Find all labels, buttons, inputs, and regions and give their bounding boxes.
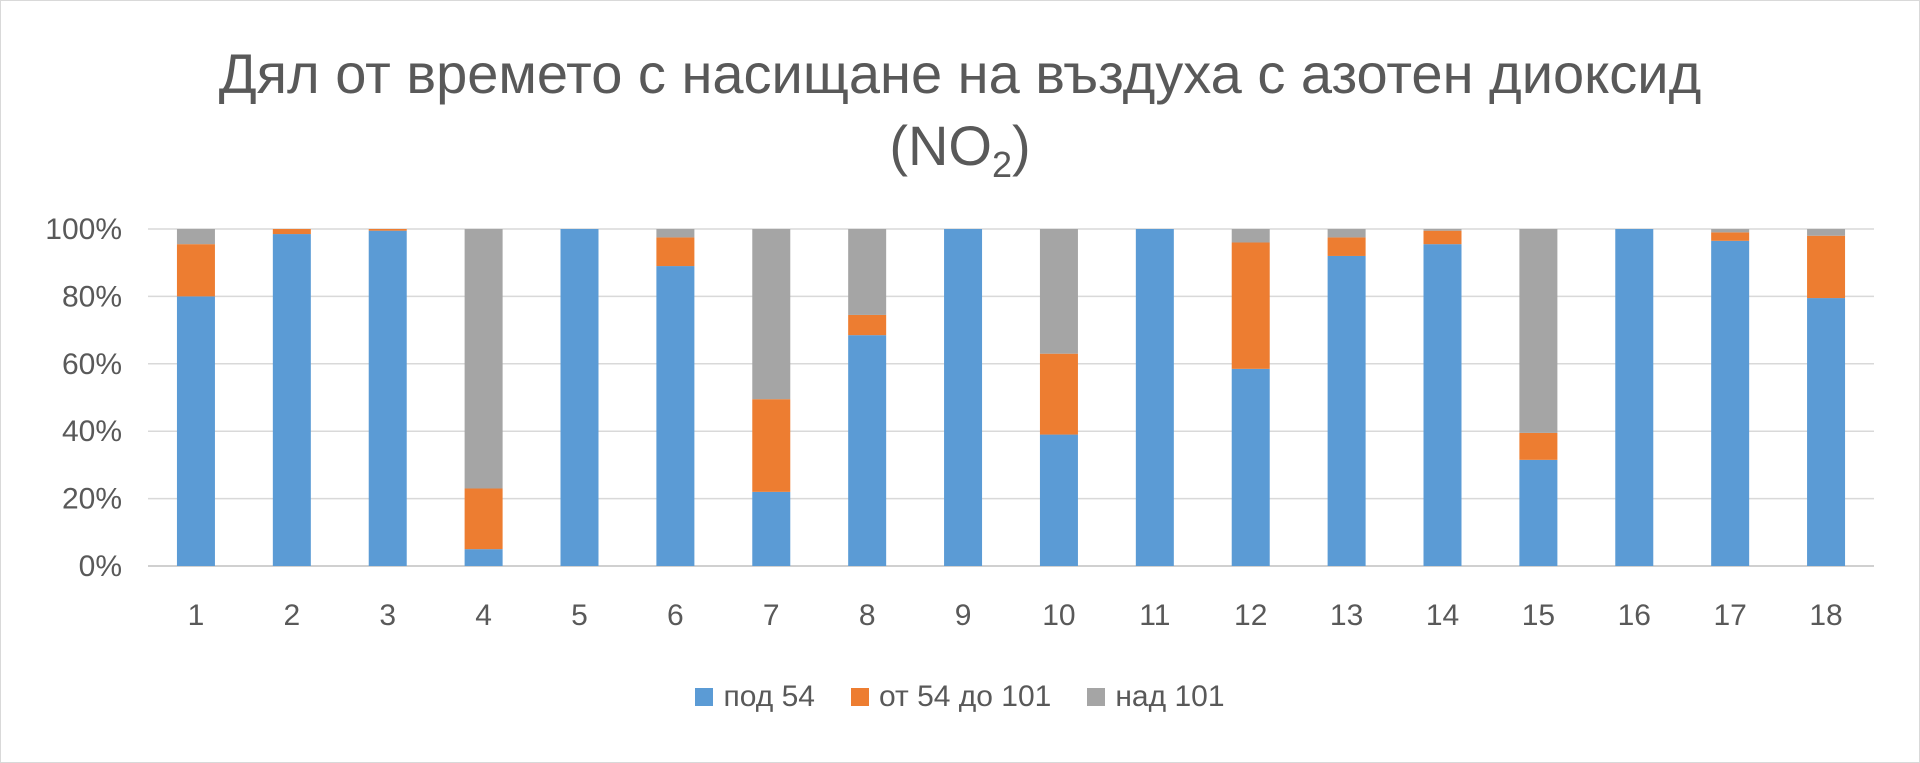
bar-segment-series-2 [1711,232,1750,241]
bar-segment-series-1 [944,229,983,566]
y-tick-label: 0% [79,550,122,583]
x-tick-label: 16 [1618,599,1651,632]
bar-segment-series-2 [848,314,887,336]
y-tick-label: 80% [62,280,122,313]
legend: под 54 от 54 до 101 над 101 [0,680,1920,714]
bar-segment-series-2 [272,229,311,235]
x-tick-label: 5 [571,599,588,632]
legend-item: от 54 до 101 [850,680,1052,714]
x-tick-label: 2 [283,599,300,632]
bar-segment-series-3 [176,229,215,245]
bar-segment-series-1 [848,335,887,566]
bar-segment-series-3 [848,229,887,315]
legend-label: от 54 до 101 [878,680,1052,713]
bar-segment-series-3 [752,229,791,400]
legend-item: над 101 [1087,680,1225,714]
bar-segment-series-1 [752,491,791,566]
bar-segment-series-2 [656,237,695,267]
bar-segment-series-2 [1039,353,1078,435]
bar-segment-series-1 [368,230,407,566]
bar-segment-series-3 [1231,229,1270,243]
x-tick-label: 12 [1234,599,1267,632]
legend-label: над 101 [1115,680,1225,713]
chart-title-line-2: (NO2) [0,110,1920,201]
chart-title-subscript: 2 [991,144,1013,186]
bar-segment-series-2 [1423,230,1462,245]
bar-segment-series-1 [1327,255,1366,566]
bar-segment-series-1 [1135,229,1174,566]
bar-segment-series-3 [1039,229,1078,354]
bar-segment-series-1 [656,266,695,566]
bar-segment-series-3 [1519,229,1558,433]
bar-segment-series-3 [1711,229,1750,233]
x-tick-label: 13 [1330,599,1363,632]
bar-segment-series-1 [464,549,503,566]
bar-segment-series-2 [176,244,215,297]
bar-segment-series-1 [1039,434,1078,566]
chart-title: Дял от времето с насищане на въздуха с а… [0,38,1920,201]
bar-segment-series-1 [560,229,599,566]
bar-segment-series-1 [1807,298,1846,566]
chart-title-suffix: ) [1012,114,1031,177]
bar-segment-series-3 [1423,229,1462,231]
x-tick-label: 11 [1139,599,1170,632]
x-tick-label: 10 [1042,599,1075,632]
bar-segment-series-1 [176,296,215,566]
bar-segment-series-2 [1807,235,1846,299]
bar-segment-series-2 [1231,242,1270,369]
bar-segment-series-1 [1711,240,1750,567]
bar-segment-series-1 [272,234,311,566]
legend-label: под 54 [723,680,815,713]
x-tick-label: 4 [475,599,492,632]
bar-segment-series-1 [1423,244,1462,567]
bar-segment-series-2 [368,229,407,231]
bar-segment-series-2 [464,488,503,550]
bar-segment-series-1 [1615,229,1654,566]
x-tick-label: 1 [188,599,205,632]
y-tick-label: 20% [62,483,122,516]
x-tick-label: 7 [763,599,780,632]
bar-segment-series-2 [1327,237,1366,256]
chart-title-prefix: (NO [889,114,992,177]
bar-segment-series-1 [1231,368,1270,566]
bar-segment-series-3 [1807,229,1846,236]
bar-segment-series-2 [752,399,791,492]
x-tick-label: 14 [1426,599,1459,632]
y-tick-label: 100% [45,213,122,246]
chart-title-line-1: Дял от времето с насищане на въздуха с а… [218,42,1702,105]
bar-segment-series-3 [1327,229,1366,238]
legend-swatch [850,688,869,706]
bar-segment-series-3 [464,229,503,489]
x-tick-label: 17 [1713,599,1746,632]
x-tick-label: 9 [955,599,972,632]
y-tick-label: 60% [62,348,122,381]
x-tick-label: 3 [379,599,396,632]
y-tick-label: 40% [62,415,122,448]
x-tick-label: 18 [1809,599,1842,632]
bar-segment-series-2 [1519,432,1558,460]
legend-swatch [1087,688,1106,706]
legend-item: под 54 [695,680,815,714]
bar-segment-series-1 [1519,459,1558,566]
legend-swatch [695,688,714,706]
bar-segment-series-3 [656,229,695,238]
x-tick-label: 6 [667,599,684,632]
x-tick-label: 15 [1522,599,1555,632]
x-tick-label: 8 [859,599,876,632]
